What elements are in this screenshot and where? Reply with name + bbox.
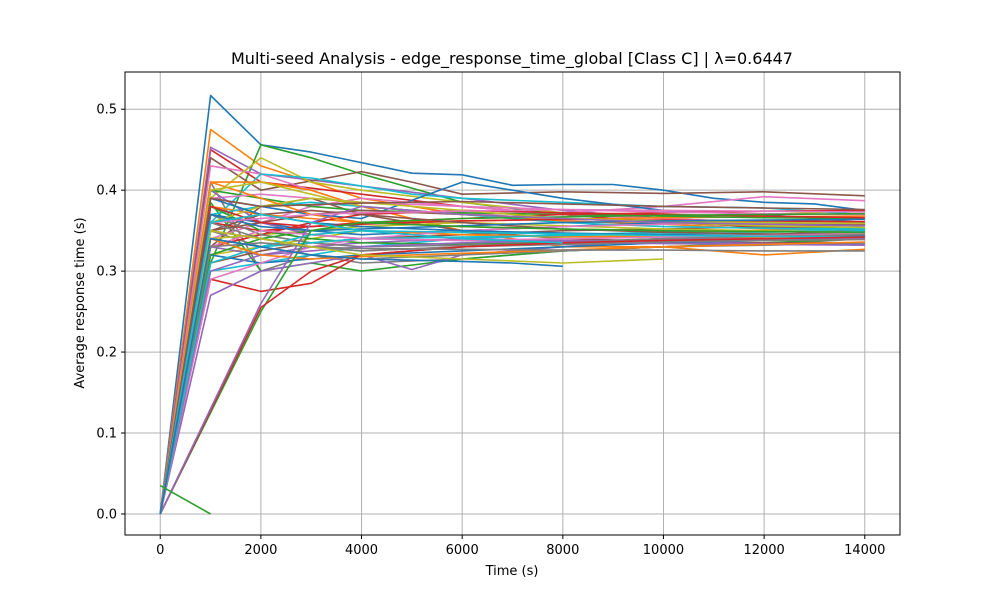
plot-frame bbox=[124, 71, 901, 536]
series-line-60 bbox=[159, 213, 563, 515]
series-line-53 bbox=[159, 221, 865, 515]
series-line-1 bbox=[159, 94, 865, 515]
chart-title: Multi-seed Analysis - edge_response_time… bbox=[231, 49, 793, 69]
y-tick-label: 0.0 bbox=[96, 507, 117, 522]
series-line-6 bbox=[159, 157, 865, 515]
series-line-54 bbox=[159, 236, 865, 515]
y-tick-label: 0.3 bbox=[96, 265, 117, 280]
x-axis-label: Time (s) bbox=[485, 564, 539, 579]
series-layer bbox=[159, 94, 865, 515]
x-tick-label: 4000 bbox=[345, 543, 378, 558]
ticks: 0 2000 4000 6000 8000 10000 12000 14000 0.0 0.1 0.… bbox=[96, 103, 885, 558]
series-line-50 bbox=[159, 229, 865, 515]
series-line-59 bbox=[159, 229, 664, 515]
y-tick-label: 0.5 bbox=[96, 103, 117, 118]
series-line-52 bbox=[159, 237, 865, 515]
series-line-63 bbox=[159, 484, 211, 515]
x-tick-label: 0 bbox=[156, 543, 164, 558]
series-line-55 bbox=[159, 205, 865, 515]
series-line-57 bbox=[159, 208, 865, 515]
x-tick-label: 14000 bbox=[844, 543, 885, 558]
y-tick-label: 0.1 bbox=[96, 427, 117, 442]
series-line-25 bbox=[159, 237, 865, 515]
x-tick-label: 8000 bbox=[546, 543, 579, 558]
series-line-46 bbox=[159, 209, 865, 515]
x-tick-label: 10000 bbox=[643, 543, 684, 558]
y-axis-label: Average response time (s) bbox=[73, 217, 88, 388]
y-tick-label: 0.4 bbox=[96, 184, 117, 199]
series-line-61 bbox=[159, 237, 563, 515]
series-line-38 bbox=[159, 213, 865, 515]
series-line-27 bbox=[159, 193, 865, 515]
x-tick-label: 2000 bbox=[244, 543, 277, 558]
x-tick-label: 12000 bbox=[743, 543, 784, 558]
y-tick-label: 0.2 bbox=[96, 346, 117, 361]
series-line-58 bbox=[159, 242, 865, 515]
x-tick-label: 6000 bbox=[446, 543, 479, 558]
series-line-56 bbox=[159, 197, 865, 515]
